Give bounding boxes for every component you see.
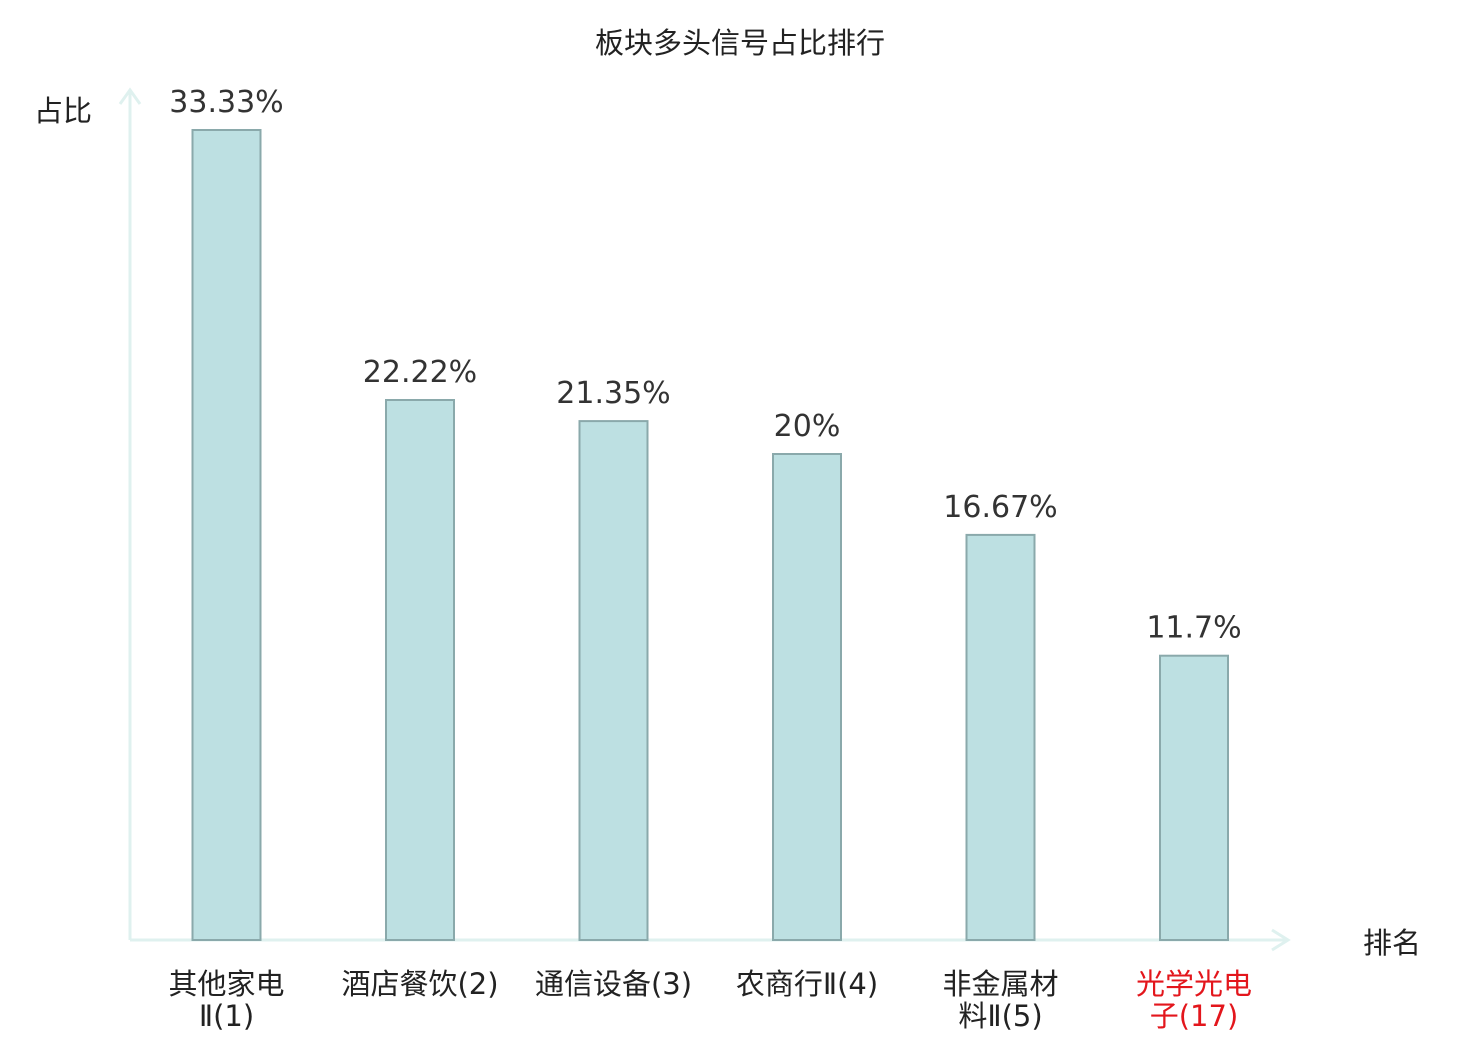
bar-5 bbox=[965, 533, 1036, 942]
value-label-4: 20% bbox=[774, 409, 841, 444]
y-axis-arrow-icon bbox=[118, 87, 142, 105]
value-label-5: 16.67% bbox=[943, 490, 1057, 525]
category-label-1-line2: Ⅱ(1) bbox=[199, 999, 254, 1033]
value-label-3: 21.35% bbox=[556, 376, 670, 411]
category-label-1: 其他家电 bbox=[168, 967, 284, 1001]
y-axis-label: 占比 bbox=[34, 94, 92, 128]
bars bbox=[191, 129, 1229, 942]
bar-1 bbox=[191, 129, 262, 941]
value-label-2: 22.22% bbox=[363, 355, 477, 390]
category-label-4: 农商行Ⅱ(4) bbox=[736, 967, 878, 1001]
category-label-3: 通信设备(3) bbox=[535, 967, 692, 1001]
bar-6 bbox=[1159, 654, 1229, 941]
category-label-2: 酒店餐饮(2) bbox=[341, 967, 498, 1001]
bar-2 bbox=[385, 399, 455, 941]
category-label-6-line2: 子(17) bbox=[1150, 999, 1239, 1033]
value-label-1: 33.33% bbox=[169, 85, 283, 120]
value-label-6: 11.7% bbox=[1146, 611, 1241, 646]
category-label-6: 光学光电 bbox=[1136, 967, 1252, 1001]
chart-title: 板块多头信号占比排行 bbox=[595, 26, 885, 60]
bar-4 bbox=[772, 453, 842, 941]
category-label-5-line2: 料Ⅱ(5) bbox=[958, 999, 1042, 1033]
bar-3 bbox=[578, 420, 649, 942]
value-labels: 33.33% 22.22% 21.35% 20% 16.67% 11.7% bbox=[169, 85, 1241, 646]
axes bbox=[118, 87, 1291, 952]
category-label-5: 非金属材 bbox=[942, 967, 1058, 1001]
x-axis-arrow-icon bbox=[1271, 928, 1291, 952]
x-axis-label: 排名 bbox=[1363, 926, 1421, 960]
